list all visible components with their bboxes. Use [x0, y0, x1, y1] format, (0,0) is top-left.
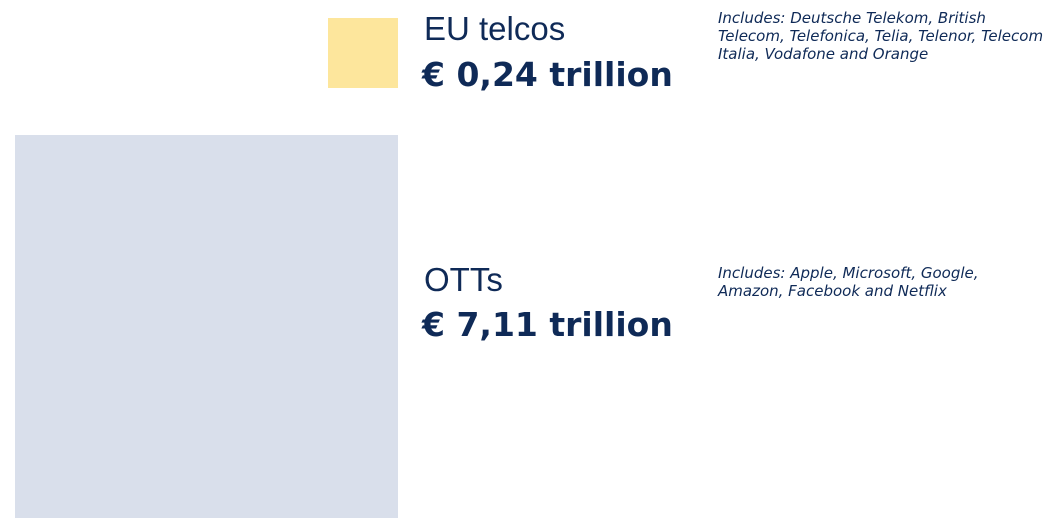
- note: Includes: Apple, Microsoft, Google, Amaz…: [718, 264, 979, 300]
- square: [15, 135, 398, 518]
- value-label: € 0,24 trillion: [422, 55, 673, 94]
- value-label: € 7,11 trillion: [422, 305, 673, 344]
- square: [327, 18, 398, 89]
- category-label: OTTs: [424, 261, 503, 298]
- note: Includes: Deutsche Telekom, British Tele…: [718, 9, 1044, 63]
- category-label: EU telcos: [424, 10, 566, 47]
